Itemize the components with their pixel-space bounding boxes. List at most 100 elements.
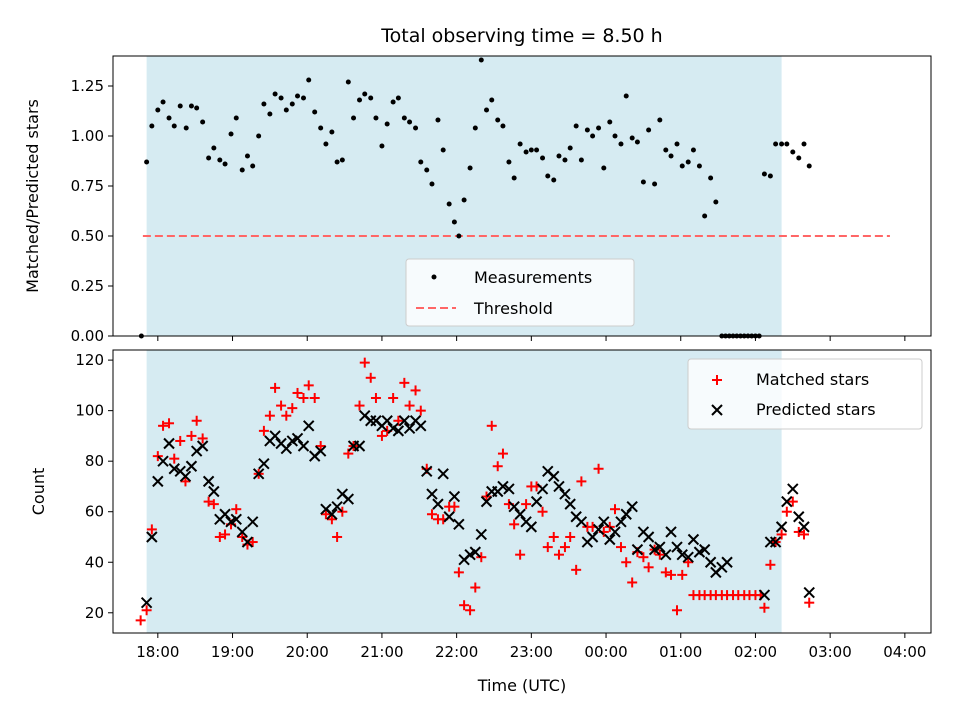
measurement-point	[339, 157, 345, 163]
predicted-star-point	[258, 457, 270, 470]
measurement-point	[200, 119, 206, 125]
matched-star-point	[449, 501, 460, 512]
measurement-point	[289, 101, 295, 107]
matched-star-point	[309, 393, 320, 404]
measurement-point	[451, 219, 457, 225]
predicted-star-point	[291, 432, 304, 445]
matched-star-point	[376, 430, 387, 441]
matched-star-point	[804, 597, 815, 608]
predicted-star-point	[721, 556, 733, 568]
matched-star-point	[515, 549, 526, 560]
bottom-axes-frame	[112, 349, 932, 634]
predicted-star-point	[236, 526, 248, 538]
predicted-star-point	[553, 480, 565, 493]
matched-star-point	[453, 567, 464, 578]
top-x-ticks	[157, 336, 906, 341]
matched-star-point	[660, 567, 671, 578]
predicted-star-point	[163, 437, 175, 450]
measurement-point	[702, 213, 708, 219]
measurement-point	[384, 121, 390, 127]
bottom-y-tick-label: 60	[85, 503, 104, 521]
measurement-point	[534, 147, 540, 153]
predicted-star-point	[775, 521, 788, 533]
predicted-star-point	[758, 589, 771, 601]
matched-star-point	[214, 531, 225, 542]
matched-star-point	[799, 529, 810, 540]
matched-star-point	[627, 577, 638, 588]
top-axes-frame	[112, 55, 932, 337]
matched-star-point	[426, 509, 437, 520]
predicted-star-point	[631, 543, 644, 556]
measurement-point	[528, 147, 534, 153]
measurement-point	[272, 91, 278, 97]
measurement-point	[511, 175, 517, 181]
measurement-point	[478, 57, 484, 63]
predicted-star-point	[146, 531, 158, 543]
matched-star-point	[320, 509, 331, 520]
matched-star-point	[509, 519, 520, 530]
predicted-star-point	[152, 475, 164, 488]
predicted-star-point	[575, 516, 588, 528]
matched-star-point	[548, 531, 559, 542]
x-tick-label: 00:00	[584, 643, 627, 661]
predicted-star-point	[314, 445, 327, 457]
measurement-point	[640, 179, 646, 185]
matched-star-point	[604, 521, 615, 532]
measurement-point	[351, 115, 357, 121]
matched-star-point	[615, 542, 626, 553]
measurement-point	[607, 119, 613, 125]
matched-star-point	[281, 410, 292, 421]
matched-star-point	[270, 382, 281, 393]
measurement-point	[634, 139, 640, 145]
measurement-point	[329, 129, 335, 135]
measurement-point	[573, 123, 579, 129]
predicted-star-point	[297, 440, 310, 452]
measurement-point	[418, 159, 424, 165]
x-tick-label: 21:00	[360, 643, 403, 661]
predicted-star-point	[598, 516, 610, 528]
predicted-star-point	[230, 513, 242, 526]
predicted-star-point	[202, 475, 215, 488]
measurement-point	[318, 125, 324, 131]
measurement-point	[440, 147, 446, 153]
matched-star-point	[593, 463, 604, 474]
matched-star-point	[643, 562, 654, 573]
matched-star-point	[175, 435, 186, 446]
predicted-star-point	[704, 556, 717, 568]
matched-star-point	[465, 605, 476, 616]
matched-star-point	[542, 542, 553, 553]
measurement-point	[261, 101, 267, 107]
measurement-point	[424, 167, 430, 173]
predicted-star-point	[586, 531, 599, 543]
measurement-point	[767, 173, 773, 179]
measurement-point	[556, 153, 562, 159]
top-y-tick-label: 0.25	[71, 277, 104, 295]
measurement-point	[390, 99, 396, 105]
bottom-y-tick-label: 20	[85, 604, 104, 622]
predicted-star-point	[798, 521, 810, 533]
measurement-point	[155, 107, 161, 113]
predicted-star-point	[398, 415, 411, 427]
predicted-star-point	[426, 488, 438, 500]
matched-star-point	[388, 393, 399, 404]
measurement-point	[784, 141, 790, 147]
matched-star-point	[203, 496, 214, 507]
matched-star-point	[220, 529, 231, 540]
bottom-y-tick-label: 120	[75, 351, 104, 369]
predicted-star-point	[208, 485, 220, 498]
predicted-star-point	[642, 531, 655, 543]
predicted-star-point	[592, 523, 605, 536]
matched-star-point	[576, 476, 587, 487]
measurement-point	[345, 79, 351, 85]
measurement-point	[323, 141, 329, 147]
predicted-star-point	[303, 420, 315, 432]
top-panel: 0.00 0.25 0.50 0.75 1.00 1.25 Total observing…	[23, 25, 932, 345]
measurement-point	[801, 141, 807, 147]
measurement-point	[495, 117, 501, 123]
measurement-point	[618, 141, 624, 147]
measurement-point	[484, 107, 490, 113]
legend-predicted-label: Predicted stars	[756, 400, 876, 419]
x-tick-label: 20:00	[286, 643, 329, 661]
measurement-point	[306, 77, 312, 83]
matched-star-point	[197, 433, 208, 444]
